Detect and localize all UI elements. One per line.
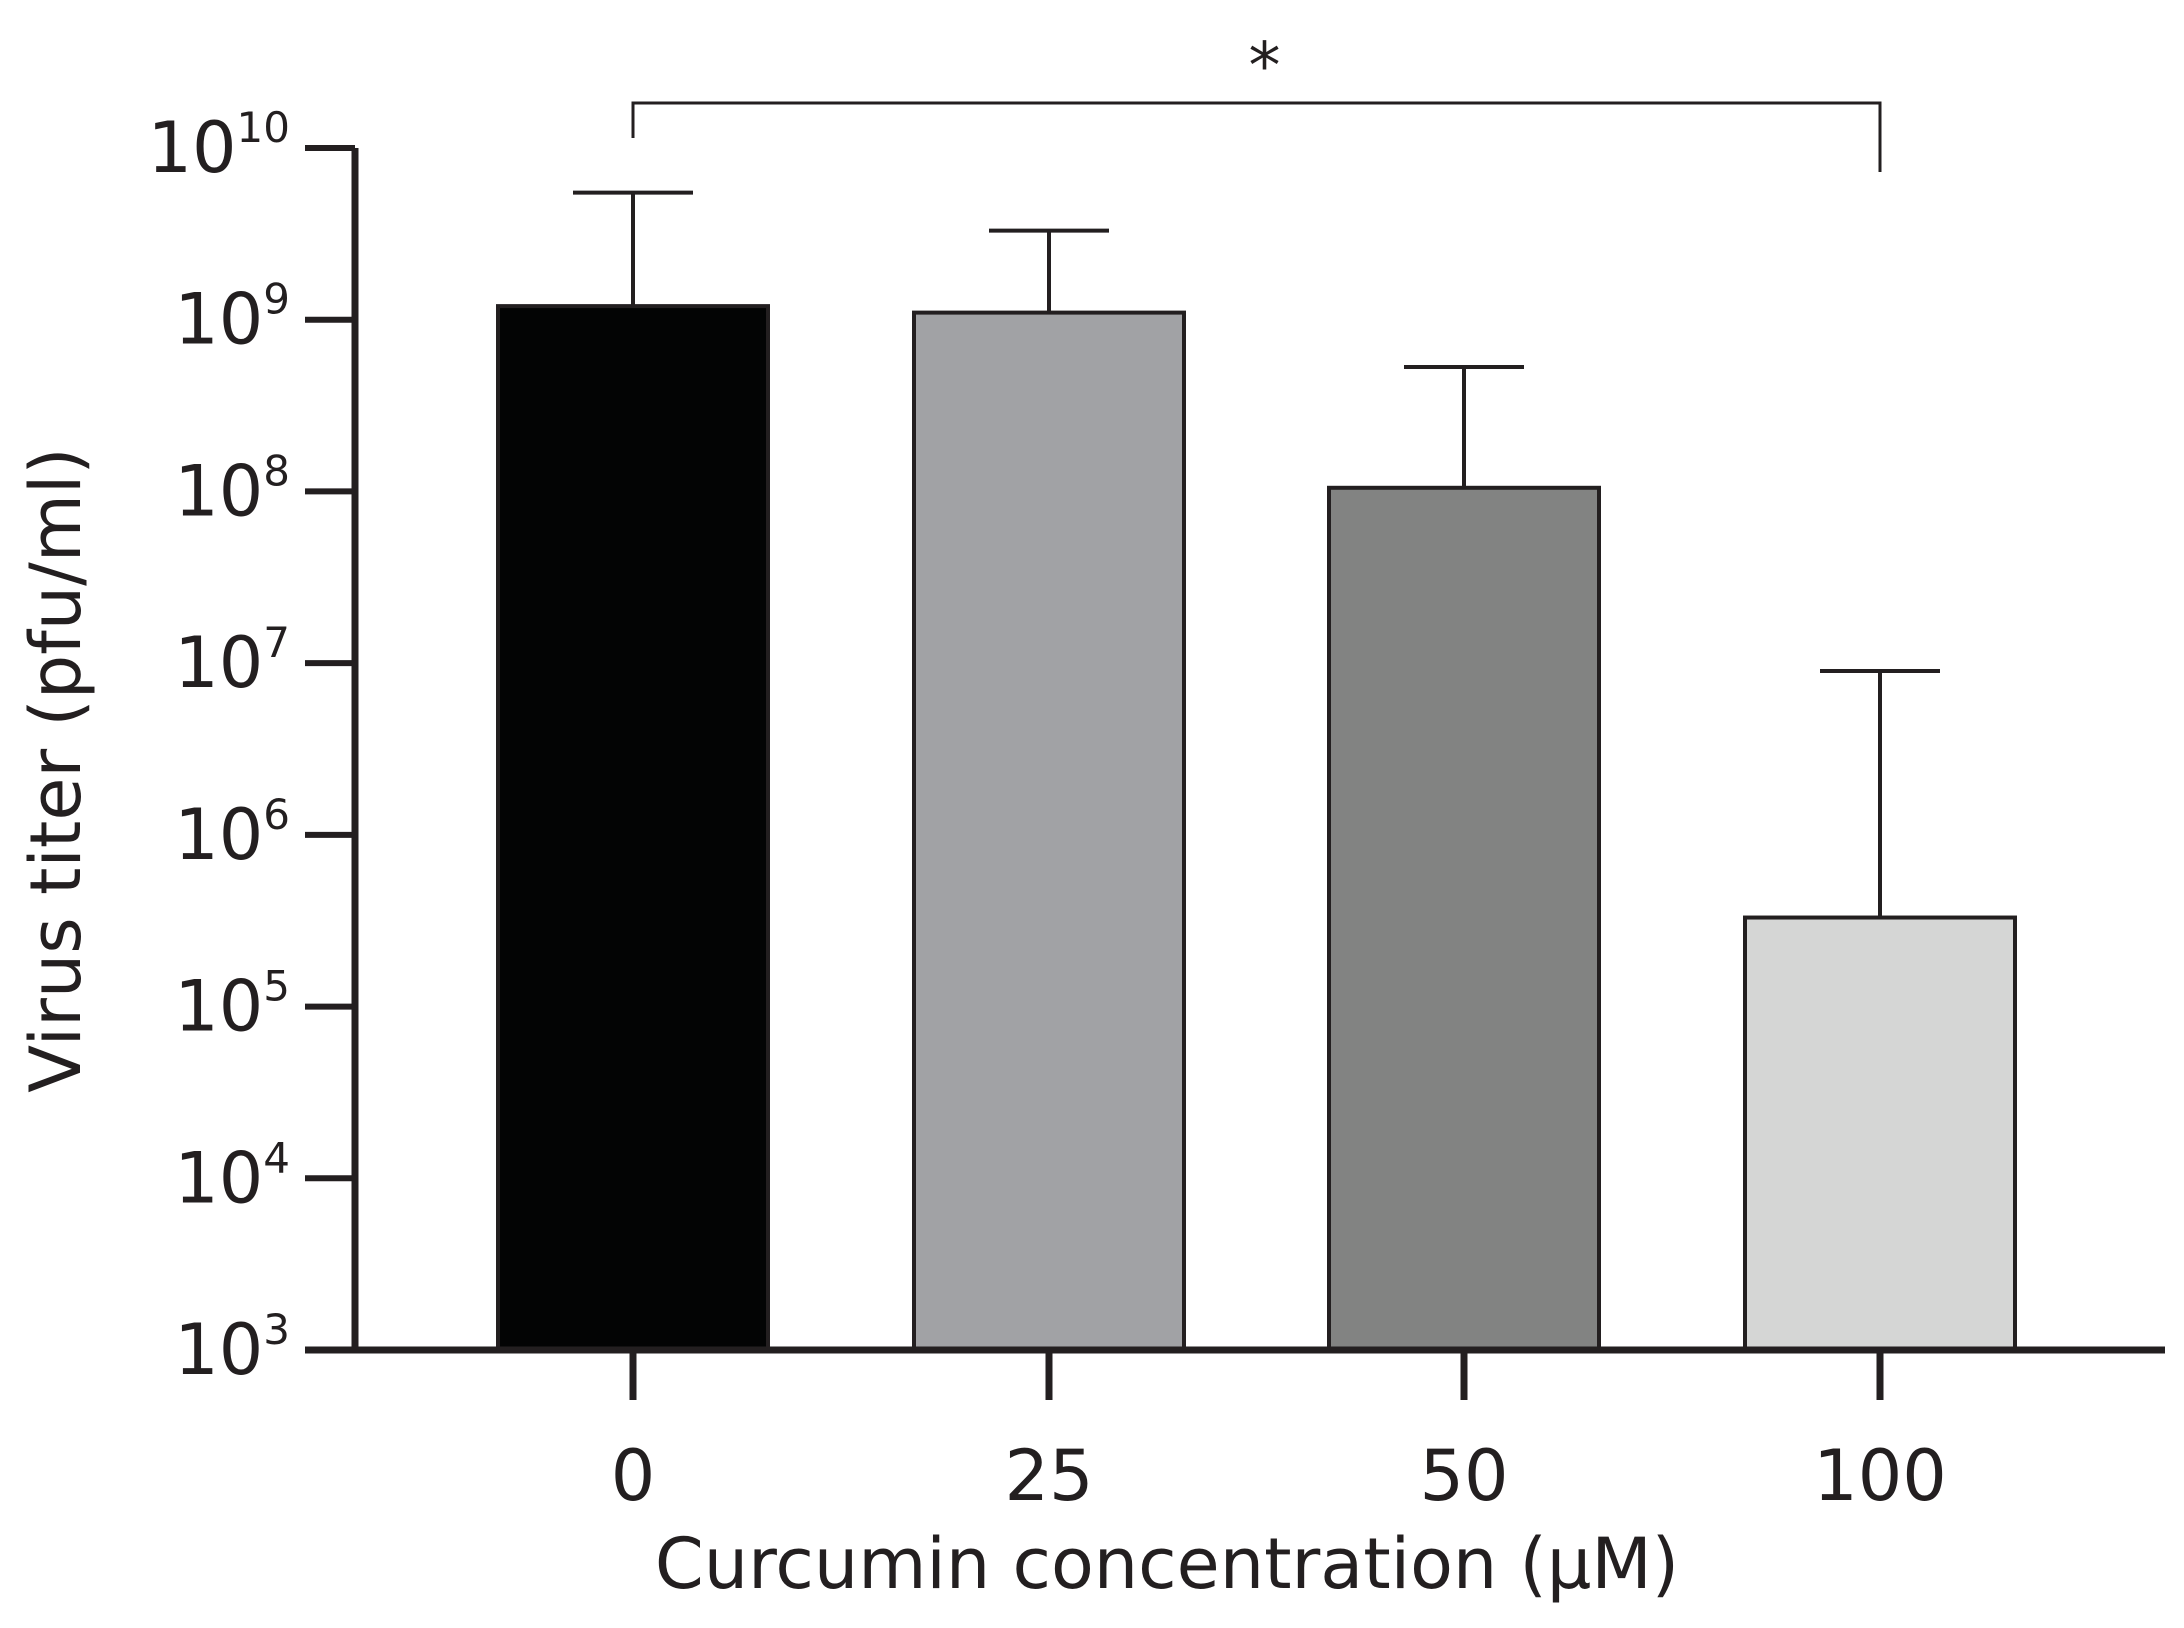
significance-bracket — [631, 101, 1882, 172]
x-tick-label-0: 0 — [611, 1435, 656, 1517]
significance-layer: * — [631, 30, 1882, 172]
x-axis-title: Curcumin concentration (µM) — [655, 1523, 1679, 1605]
axes-layer — [305, 145, 2165, 1400]
y-axis-title: Virus titer (pfu/ml) — [15, 447, 97, 1092]
tick-labels-layer: 103 104 105 106 107 108 109 1010 0 25 50 100 — [147, 103, 1946, 1517]
x-tick-label-50: 50 — [1419, 1435, 1508, 1517]
y-tick-label-6: 106 — [174, 790, 290, 876]
error-bars-layer — [573, 190, 1940, 918]
bar-0 — [496, 304, 770, 1353]
x-tick-label-25: 25 — [1004, 1435, 1093, 1517]
y-tick-label-4: 104 — [174, 1133, 290, 1219]
bar-100 — [1743, 915, 2017, 1352]
bar-25 — [912, 310, 1186, 1352]
y-tick-label-10: 1010 — [147, 103, 290, 189]
y-tick-label-3: 103 — [174, 1305, 290, 1391]
y-tick-label-5: 105 — [174, 962, 290, 1048]
y-tick-label-9: 109 — [174, 275, 290, 361]
y-tick-label-8: 108 — [174, 446, 290, 532]
x-tick-label-100: 100 — [1813, 1435, 1947, 1517]
bars-layer — [496, 304, 2017, 1353]
significance-label: * — [1249, 30, 1281, 104]
bar-50 — [1327, 485, 1601, 1353]
y-tick-label-7: 107 — [174, 618, 290, 704]
